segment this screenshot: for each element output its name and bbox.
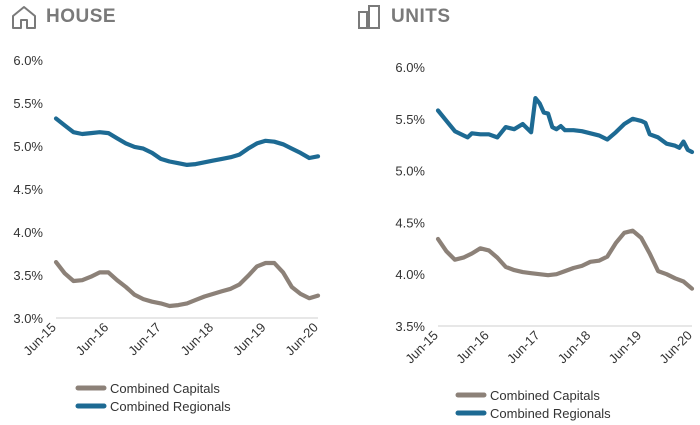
- house-y-tick-label: 3.5%: [13, 268, 43, 283]
- house-y-tick-label: 4.0%: [13, 225, 43, 240]
- house-series-line-regionals: [53, 116, 321, 167]
- units-legend-label-regionals: Combined Regionals: [490, 406, 611, 421]
- house-y-tick-label: 6.0%: [13, 53, 43, 68]
- house-chart-title: HOUSE: [46, 6, 117, 27]
- house-icon: [12, 6, 36, 29]
- house-x-tick-label: Jun-20: [282, 320, 321, 359]
- units-x-tick-label: Jun-19: [605, 328, 644, 367]
- units-legend-label-capitals: Combined Capitals: [490, 388, 600, 403]
- house-series-line-capitals: [53, 260, 321, 309]
- house-x-tick-label: Jun-17: [125, 320, 164, 359]
- units-chart-header: UNITS: [355, 4, 451, 30]
- units-y-tick-label: 6.0%: [395, 60, 425, 75]
- units-y-tick-label: 5.5%: [395, 112, 425, 127]
- building-icon: [358, 5, 380, 29]
- units-chart-title: UNITS: [391, 6, 451, 27]
- house-chart-header: HOUSE: [10, 4, 116, 30]
- house-chart-panel: HOUSE 6.0% 5.5% 5.0% 4.5% 4.0% 3.5% 3.0% Jun-15…: [10, 4, 321, 414]
- units-x-tick-label: Jun-17: [504, 328, 543, 367]
- units-x-tick-label: Jun-18: [555, 328, 594, 367]
- house-y-tick-label: 5.5%: [13, 96, 43, 111]
- units-y-tick-label: 3.5%: [395, 319, 425, 334]
- units-series-line-capitals: [435, 228, 695, 291]
- units-line-chart: 6.0%5.5%5.0%4.5%4.0%3.5%Jun-15 Jun-16 Jun-…: [395, 60, 695, 421]
- house-x-tick-label: Jun-19: [230, 320, 269, 359]
- house-y-tick-label: 5.0%: [13, 139, 43, 154]
- house-x-tick-label: Jun-16: [73, 320, 112, 359]
- house-legend-label-capitals: Combined Capitals: [110, 381, 220, 396]
- units-x-tick-label: Jun-20: [656, 328, 695, 367]
- units-chart-panel: UNITS 6.0% 5.5% 5.0% 4.5% 4.0% 3.5% Jun-15 Jun-…: [350, 0, 700, 425]
- units-x-tick-label: Jun-16: [453, 328, 492, 367]
- units-y-tick-label: 4.0%: [395, 267, 425, 282]
- house-legend-label-regionals: Combined Regionals: [110, 399, 231, 414]
- house-y-tick-label: 4.5%: [13, 182, 43, 197]
- house-x-tick-label: Jun-18: [177, 320, 216, 359]
- units-y-tick-label: 5.0%: [395, 164, 425, 179]
- house-y-tick-label: 3.0%: [13, 311, 43, 326]
- units-y-tick-label: 4.5%: [395, 215, 425, 230]
- units-series-line-regionals: [435, 95, 695, 155]
- house-line-chart: 6.0%5.5%5.0%4.5%4.0%3.5%3.0%Jun-15 Jun-16…: [13, 53, 321, 414]
